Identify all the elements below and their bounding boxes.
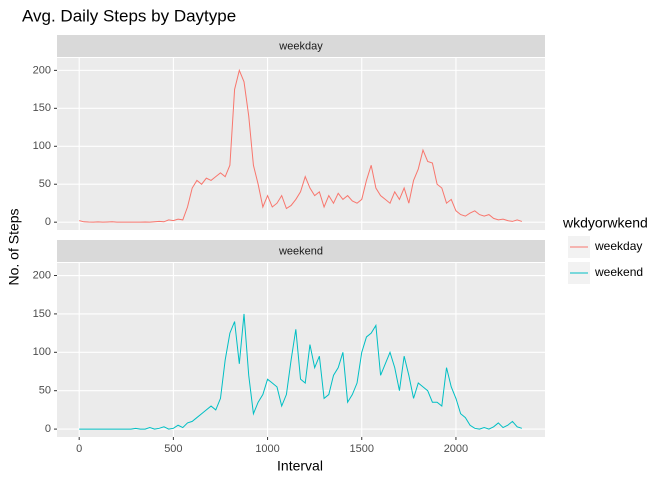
panel-background xyxy=(57,263,545,437)
legend-title: wkdyorwkend xyxy=(562,215,648,231)
y-tick-label: 100 xyxy=(33,346,51,358)
x-tick-label: 1000 xyxy=(255,443,279,455)
x-tick-label: 2000 xyxy=(444,443,468,455)
y-axis-label: No. of Steps xyxy=(6,208,22,285)
legend-label: weekend xyxy=(594,265,643,279)
x-axis-label: Interval xyxy=(277,458,323,474)
x-tick-label: 1500 xyxy=(350,443,374,455)
y-tick-label: 50 xyxy=(39,178,51,190)
data-line xyxy=(79,313,523,430)
x-tick-label: 500 xyxy=(164,443,182,455)
y-tick-label: 0 xyxy=(45,423,51,435)
y-tick-label: 0 xyxy=(45,216,51,228)
y-tick-label: 100 xyxy=(33,140,51,152)
y-tick-label: 200 xyxy=(33,269,51,281)
y-tick-label: 50 xyxy=(39,385,51,397)
y-tick-label: 200 xyxy=(33,64,51,76)
strip xyxy=(57,240,545,262)
y-tick-label: 150 xyxy=(33,102,51,114)
y-tick-label: 150 xyxy=(33,308,51,320)
strip-label: weekend xyxy=(278,245,323,257)
strip xyxy=(57,35,545,57)
data-line xyxy=(79,68,523,223)
chart-title: Avg. Daily Steps by Daytype xyxy=(22,6,236,25)
legend-label: weekday xyxy=(594,239,642,253)
x-tick-label: 0 xyxy=(76,443,82,455)
strip-label: weekday xyxy=(278,40,323,52)
panel-background xyxy=(57,58,545,230)
